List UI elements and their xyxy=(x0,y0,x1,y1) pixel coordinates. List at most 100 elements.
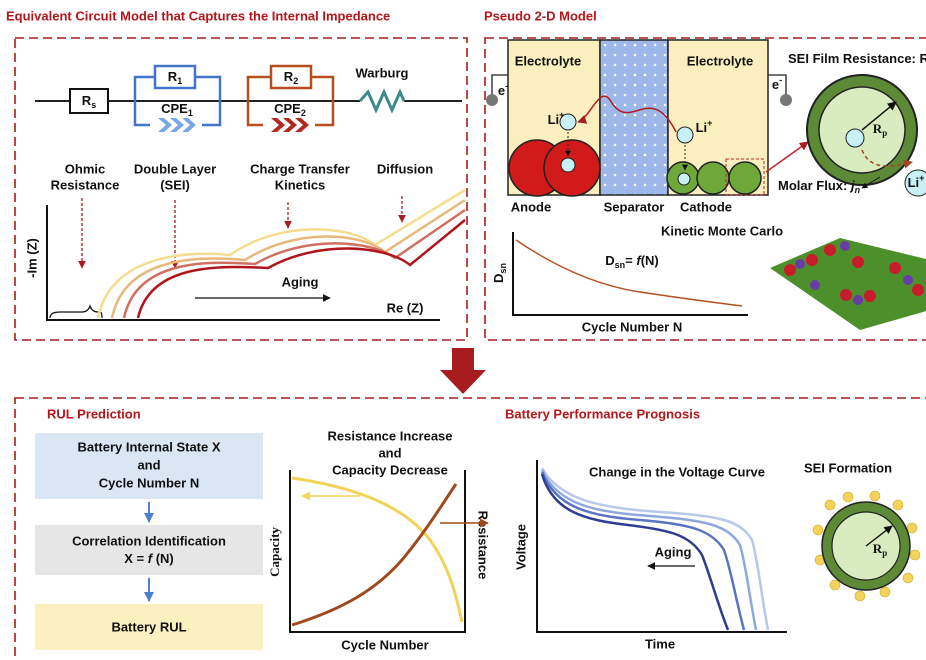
y-axis-label: Voltage xyxy=(513,524,528,570)
impedance-curve xyxy=(136,219,466,319)
correlation-box xyxy=(35,525,263,575)
kmc-atom xyxy=(889,262,901,274)
label-base: R xyxy=(168,69,178,84)
label-base: R xyxy=(873,541,883,556)
axes xyxy=(536,460,787,633)
electron xyxy=(486,94,498,106)
section-title: RUL Prediction xyxy=(47,406,141,421)
state-text: Cycle Number N xyxy=(99,475,199,490)
label-base: e xyxy=(498,83,505,98)
p2d-panel: Pseudo 2-D Model Electrolyte Electrolyte… xyxy=(484,8,926,341)
chart-title: Capacity Decrease xyxy=(332,462,448,477)
phase-arrows xyxy=(78,196,406,269)
resistance-curve xyxy=(291,483,458,627)
region-label: Anode xyxy=(511,199,551,214)
electron xyxy=(780,94,792,106)
correlation-text: Correlation Identification xyxy=(72,533,226,548)
capacity-curve xyxy=(291,476,464,623)
label-sub: p xyxy=(882,548,887,558)
section-title: Equivalent Circuit Model that Captures t… xyxy=(6,8,390,23)
cpe2-label: CPE2 xyxy=(274,101,306,118)
label-sub: p xyxy=(882,128,887,138)
rul-text: Battery RUL xyxy=(111,619,186,634)
label-sub: 2 xyxy=(301,108,306,118)
zoom-box xyxy=(725,158,765,196)
warburg-element xyxy=(358,88,406,114)
lithium-ion xyxy=(677,172,691,186)
voltage-curve xyxy=(540,467,770,631)
aging-label: Aging xyxy=(282,274,319,289)
cpe-symbol xyxy=(271,118,309,132)
sei-deposit xyxy=(909,549,921,561)
y2-axis-label: Resistance xyxy=(476,511,491,580)
x-axis-label: Re (Z) xyxy=(387,300,424,315)
bottom-panel: RUL Prediction Battery Internal State X … xyxy=(14,397,926,660)
r2-label: R2 xyxy=(284,69,298,86)
brace xyxy=(49,304,103,319)
label-base: D xyxy=(605,253,614,268)
electrolyte-label: Electrolyte xyxy=(515,53,581,68)
sei-deposit xyxy=(812,524,824,536)
radius-arrow xyxy=(865,525,893,547)
separator-region xyxy=(599,39,669,196)
sei-deposit xyxy=(842,491,854,503)
lithium-ion xyxy=(559,113,577,131)
panel-border xyxy=(14,37,468,341)
label-sup: + xyxy=(559,110,564,120)
li-label: Li+ xyxy=(908,173,925,190)
kmc-surface xyxy=(770,238,926,330)
panel-border xyxy=(14,397,926,660)
chart-title: Change in the Voltage Curve xyxy=(589,464,765,479)
label-sub: 1 xyxy=(188,108,193,118)
label-sub: 2 xyxy=(293,76,298,86)
flux-arrow xyxy=(861,176,881,189)
voltage-curve xyxy=(540,473,730,631)
section-title: Battery Performance Prognosis xyxy=(505,406,700,421)
sei-deposit xyxy=(902,572,914,584)
label-sub: 1 xyxy=(177,76,182,86)
radius-label: Rp xyxy=(873,541,887,558)
label-base: R xyxy=(920,51,926,66)
cathode-particle xyxy=(728,161,762,195)
electron-label: e- xyxy=(498,81,508,98)
label-base: R xyxy=(873,121,883,136)
r1-label: R1 xyxy=(168,69,182,86)
molar-flux-label: Molar Flux: jn xyxy=(778,178,861,195)
sei-deposit xyxy=(869,490,881,502)
label-base: j xyxy=(849,178,855,193)
label-sub: s xyxy=(91,100,96,110)
dsn-equation: Dsn= f(N) xyxy=(605,253,659,270)
kmc-atom xyxy=(903,275,913,285)
lithium-ion xyxy=(676,126,694,144)
voltage-curves xyxy=(540,467,770,631)
diffusion-path xyxy=(577,95,677,133)
region-label: Separator xyxy=(604,199,665,214)
panel-border xyxy=(484,37,926,341)
label-base: Li xyxy=(908,175,920,190)
sei-deposit xyxy=(854,590,866,602)
sei-deposit xyxy=(829,579,841,591)
impedance-curve xyxy=(122,208,466,319)
x-axis-label: Cycle Number xyxy=(341,637,428,652)
impedance-curve xyxy=(96,188,466,319)
phase-label: (SEI) xyxy=(160,177,190,192)
kmc-atom xyxy=(795,259,805,269)
ecm-panel: Equivalent Circuit Model that Captures t… xyxy=(6,8,468,341)
phase-label: Charge Transfer xyxy=(250,161,350,176)
label-text: (N) xyxy=(152,551,174,566)
state-box xyxy=(35,433,263,499)
flux-path xyxy=(861,149,913,169)
lithium-ion xyxy=(845,128,865,148)
label-base: D xyxy=(491,274,506,283)
sei-title: SEI Film Resistance: Rp xyxy=(788,51,926,68)
label-sup: - xyxy=(779,75,782,85)
sei-label: SEI Formation xyxy=(804,460,892,475)
y-axis-label: Capacity xyxy=(267,527,282,577)
label-base: CPE xyxy=(161,101,188,116)
phase-label: Ohmic xyxy=(65,161,105,176)
region-label: Cathode xyxy=(680,199,732,214)
zoom-arrow xyxy=(765,141,809,173)
